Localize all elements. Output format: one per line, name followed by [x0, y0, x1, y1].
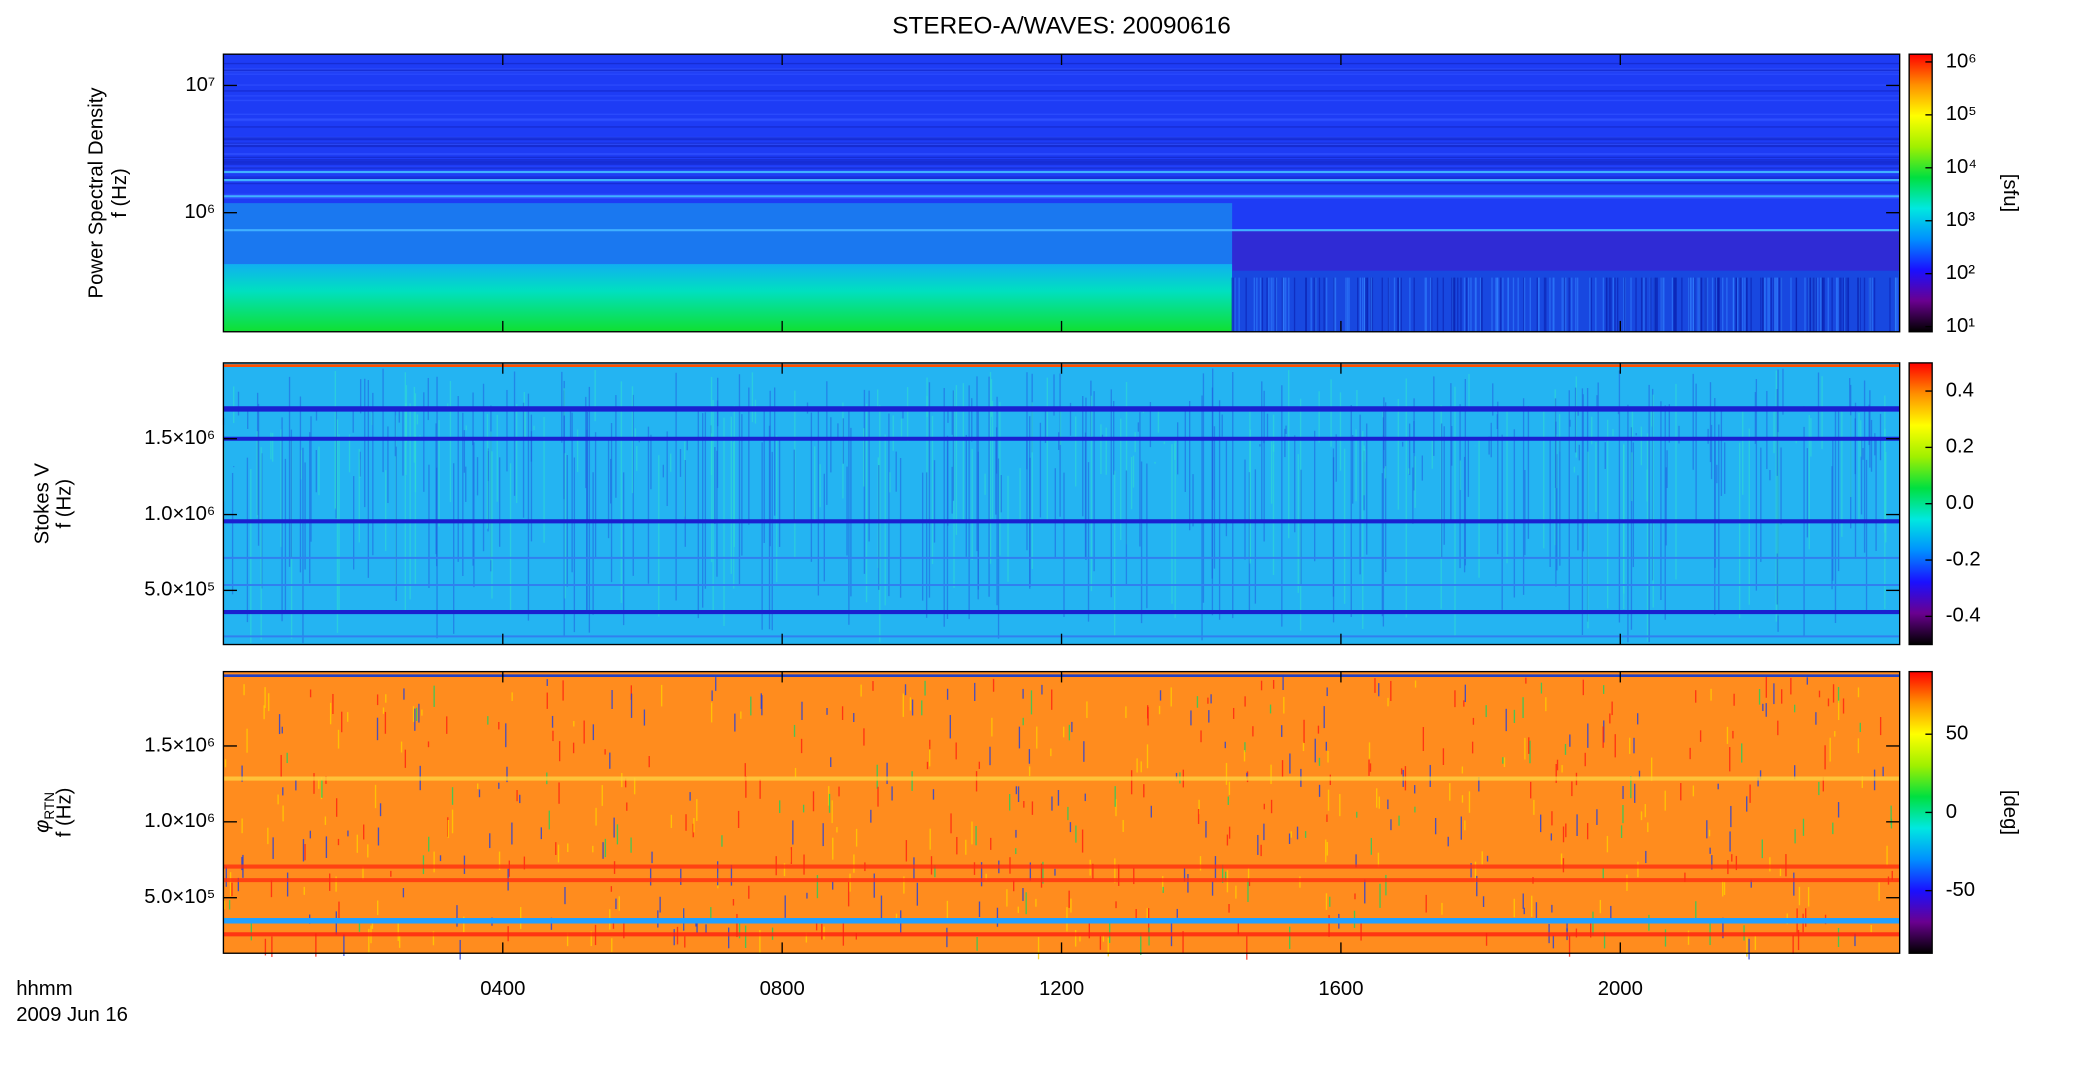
- y-axis-label: φRTN: [32, 792, 57, 833]
- colorbar-tick-label: 10²: [1946, 262, 1976, 284]
- colorbar-tick-label: -0.2: [1946, 548, 1981, 570]
- spectrogram-bg: [223, 362, 1900, 645]
- colorbar-tick-label: 10³: [1946, 209, 1976, 231]
- chart-title: STEREO-A/WAVES: 20090616: [892, 13, 1230, 40]
- panel: 10⁶ 10⁷ Power Spectral Density f (Hz) 10¹ 10²…: [86, 50, 2021, 337]
- y-tick-label: 1.5×10⁶: [144, 734, 215, 756]
- y-axis-label-text: φ: [32, 820, 54, 833]
- y-tick-label: 5.0×10⁵: [144, 579, 215, 601]
- colorbar-tick-label: 0.4: [1946, 379, 1974, 401]
- colorbar-label: [deg]: [1999, 790, 2021, 835]
- colorbar-tick-label: 10⁶: [1946, 50, 1977, 72]
- x-tick-label: 1600: [1318, 978, 1363, 1000]
- y-tick-label: 1.5×10⁶: [144, 427, 215, 449]
- panel: 5.0×10⁵ 1.0×10⁶ 1.5×10⁶ 0400 0800 1200 1600 200…: [32, 670, 2021, 1000]
- y-axis-label-subscript: RTN: [42, 792, 57, 820]
- y-axis-label-text: Stokes V: [32, 463, 54, 545]
- x-axis-label: hhmm: [16, 978, 72, 1000]
- colorbar-tick-label: 10⁴: [1946, 156, 1977, 178]
- x-tick-label: 0800: [760, 978, 805, 1000]
- y-axis-label: Stokes V: [32, 463, 54, 545]
- colorbar-tick-label: 0: [1946, 801, 1957, 823]
- colorbar-label: [sfu]: [1999, 174, 2021, 212]
- x-tick-label: 1200: [1039, 978, 1084, 1000]
- y-axis-label: f (Hz): [109, 168, 131, 218]
- spectrogram-band: [1232, 230, 1900, 271]
- spectrogram-band: [223, 264, 1233, 332]
- colorbar-tick-label: 0.0: [1946, 492, 1974, 514]
- date-label: 2009 Jun 16: [16, 1004, 128, 1026]
- spectrogram-band: [223, 203, 1233, 265]
- y-tick-label: 5.0×10⁵: [144, 886, 215, 908]
- x-tick-label: 0400: [480, 978, 525, 1000]
- y-axis-label: f (Hz): [53, 788, 75, 838]
- y-axis-label: Power Spectral Density: [86, 87, 108, 299]
- colorbar: [1908, 53, 1933, 333]
- colorbar-tick-label: -50: [1946, 879, 1975, 901]
- y-tick-label: 1.0×10⁶: [144, 810, 215, 832]
- colorbar-tick-label: 10⁵: [1946, 103, 1977, 125]
- x-tick-label: 2000: [1598, 978, 1643, 1000]
- y-axis-label-text: Power Spectral Density: [86, 87, 108, 299]
- y-axis-label: f (Hz): [53, 479, 75, 529]
- colorbar-tick-label: -0.4: [1946, 605, 1981, 627]
- colorbar-tick-label: 50: [1946, 723, 1969, 745]
- y-tick-label: 10⁶: [184, 201, 215, 223]
- y-tick-label: 1.0×10⁶: [144, 503, 215, 525]
- y-tick-label: 10⁷: [185, 74, 215, 96]
- colorbar-tick-label: 0.2: [1946, 436, 1974, 458]
- spectrogram-bg: [223, 671, 1900, 954]
- colorbar-tick-label: 10¹: [1946, 315, 1976, 337]
